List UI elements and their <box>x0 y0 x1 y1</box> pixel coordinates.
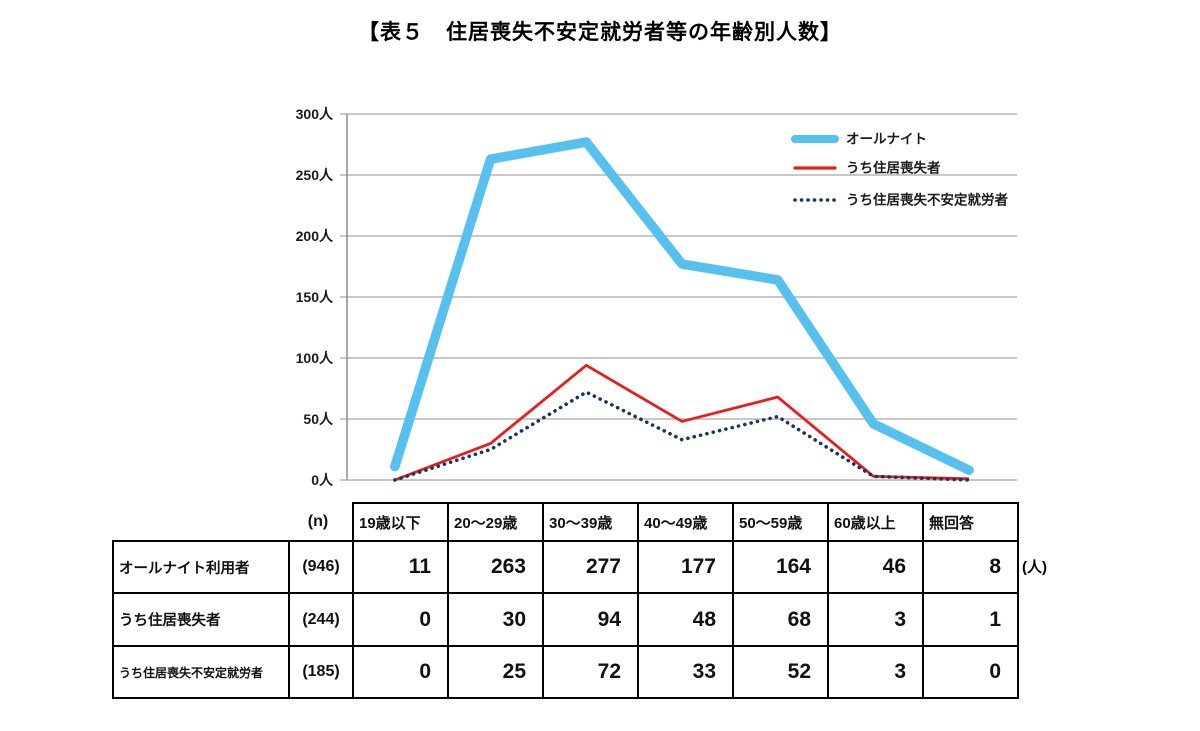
col-header-3: 40～49歳 <box>637 502 734 542</box>
row-n-2: (185) <box>288 645 354 699</box>
cell-r1-c2: 94 <box>542 592 639 647</box>
col-header-1: 20～29歳 <box>447 502 544 542</box>
data-table: (n) 19歳以下 20～29歳 30～39歳 40～49歳 50～59歳 60歳以上 無回答… <box>112 502 1019 699</box>
y-axis-tick-label: 250人 <box>296 167 334 183</box>
y-axis-tick-label: 0人 <box>311 472 334 488</box>
cell-r0-c2: 277 <box>542 540 639 594</box>
cell-r2-c0: 0 <box>352 645 449 699</box>
cell-r0-c4: 164 <box>732 540 829 594</box>
cell-r1-c5: 3 <box>827 592 924 647</box>
cell-r1-c6: 1 <box>922 592 1019 647</box>
table-row-0: オールナイト利用者 (946) 11 263 277 177 164 46 8 <box>112 540 1019 594</box>
legend-label-2: うち住居喪失不安定就労者 <box>846 192 1008 208</box>
legend-label-0: オールナイト <box>846 132 927 147</box>
corner-cell <box>113 503 289 541</box>
cell-r2-c5: 3 <box>827 645 924 699</box>
cell-r0-c0: 11 <box>352 540 449 594</box>
row-n-1: (244) <box>288 592 354 647</box>
series-line-0 <box>390 137 974 475</box>
y-axis-tick-label: 100人 <box>296 350 334 366</box>
y-axis-tick-label: 200人 <box>296 228 334 244</box>
cell-r1-c1: 30 <box>447 592 544 647</box>
chart-canvas: 0人 50人 100人 150人 200人 250人 300人オールナイトうち住居喪失者うち… <box>296 106 1017 488</box>
cell-r2-c3: 33 <box>637 645 734 699</box>
cell-r0-c1: 263 <box>447 540 544 594</box>
col-header-6: 無回答 <box>922 502 1019 542</box>
row-n-0: (946) <box>288 540 354 594</box>
cell-r0-c5: 46 <box>827 540 924 594</box>
y-axis-tick-label: 150人 <box>296 289 334 305</box>
row-label-1: うち住居喪失者 <box>112 592 290 647</box>
cell-r2-c4: 52 <box>732 645 829 699</box>
row-label-2: うち住居喪失不安定就労者 <box>112 645 290 699</box>
cell-r1-c4: 68 <box>732 592 829 647</box>
n-column-header: (n) <box>307 512 329 530</box>
cell-r2-c2: 72 <box>542 645 639 699</box>
row-label-0: オールナイト利用者 <box>112 540 290 594</box>
cell-r2-c6: 0 <box>922 645 1019 699</box>
figure-title: 【表５ 住居喪失不安定就労者等の年齢別人数】 <box>358 21 842 44</box>
cell-r2-c1: 25 <box>447 645 544 699</box>
col-header-4: 50～59歳 <box>732 502 829 542</box>
y-axis-tick-label: 300人 <box>296 106 334 122</box>
col-header-5: 60歳以上 <box>827 502 924 542</box>
legend-label-1: うち住居喪失者 <box>846 160 941 176</box>
col-header-0: 19歳以下 <box>352 502 449 542</box>
table-row-1: うち住居喪失者 (244) 0 30 94 48 68 3 1 <box>112 592 1019 647</box>
table-row-2: うち住居喪失不安定就労者 (185) 0 25 72 33 52 3 0 <box>112 645 1019 699</box>
cell-r1-c0: 0 <box>352 592 449 647</box>
unit-note: (人) <box>1022 559 1047 576</box>
series-line-1 <box>394 363 970 482</box>
y-axis-tick-label: 50人 <box>303 411 334 427</box>
series-line-2 <box>393 390 971 482</box>
cell-r0-c3: 177 <box>637 540 734 594</box>
cell-r0-c6: 8 <box>922 540 1019 594</box>
cell-r1-c3: 48 <box>637 592 734 647</box>
col-header-2: 30～39歳 <box>542 502 639 542</box>
